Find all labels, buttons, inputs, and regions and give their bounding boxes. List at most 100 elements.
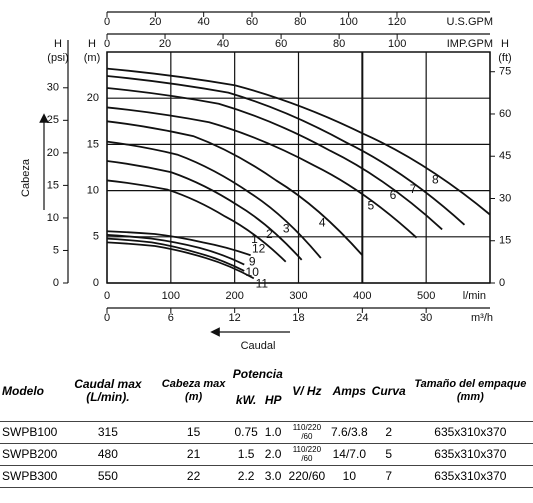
table-cell: SWPB100 [0, 421, 60, 444]
table-cell: 220/60 [284, 465, 329, 488]
header: Caudal max (L/min). [59, 362, 157, 422]
axis-unit: (psi) [47, 52, 68, 64]
table-cell: 15 [156, 421, 231, 444]
x-tick-label: 400 [353, 290, 371, 302]
table-cell: 3.0 [261, 465, 285, 488]
y-unit: H [88, 38, 96, 50]
table-cell: 110/220 /60 [284, 443, 329, 466]
pump-curve [106, 230, 251, 257]
table-cell: 550 [59, 465, 157, 488]
tick-label: 30 [499, 192, 511, 204]
tick-label: 5 [53, 244, 59, 256]
axis-unit: H [501, 38, 509, 50]
tick-label: 12 [229, 312, 241, 324]
table-cell: 5 [369, 443, 408, 466]
tick-label: 0 [499, 277, 505, 289]
pump-curve [106, 160, 303, 261]
table-cell: 2.2 [230, 465, 262, 488]
table-cell: 1.0 [261, 421, 285, 444]
tick-label: 30 [420, 312, 432, 324]
axis-unit: m³/h [471, 312, 493, 324]
table-cell: 480 [59, 443, 157, 466]
curve-label: 9 [249, 255, 256, 269]
x-unit: l/min [463, 290, 486, 302]
tick-label: 0 [104, 312, 110, 324]
table-cell: 7 [369, 465, 408, 488]
header: Curva [369, 362, 408, 422]
curve-label: 2 [266, 227, 273, 241]
axis-unit: U.S.GPM [447, 16, 493, 28]
header: Amps [328, 362, 370, 422]
tick-label: 24 [356, 312, 368, 324]
tick-label: 80 [333, 38, 345, 50]
header-row: Modelo Caudal max (L/min). Cabeza max (m… [0, 362, 533, 422]
pump-curve [106, 106, 418, 239]
curve-label: 8 [432, 172, 439, 186]
tick-label: 40 [217, 38, 229, 50]
chart: Cabeza Caudal 0 100 200 300 400 500 l/min05101… [20, 11, 512, 352]
pump-curve [106, 241, 255, 280]
curve-label: 6 [390, 188, 397, 202]
curve-label: 12 [252, 241, 266, 255]
curve-label: 1 [251, 232, 258, 246]
tick-label: 60 [275, 38, 287, 50]
table-cell: 635x310x370 [407, 443, 533, 466]
pump-curve [106, 120, 364, 256]
table-cell: 635x310x370 [407, 465, 533, 488]
y-axis-title: Cabeza [20, 158, 32, 197]
header: kW. [230, 381, 262, 422]
tick-label: 100 [339, 16, 357, 28]
tick-label: 0 [104, 38, 110, 50]
table-cell: 635x310x370 [407, 421, 533, 444]
tick-label: 60 [499, 108, 511, 120]
tick-label: 20 [47, 147, 59, 159]
tick-label: 18 [292, 312, 304, 324]
axis-unit: (ft) [498, 52, 511, 64]
table-cell: 110/220 /60 [284, 421, 329, 444]
tick-label: 0 [53, 277, 59, 289]
curve-label: 5 [368, 199, 375, 213]
y-unit: (m) [84, 52, 101, 64]
y-tick-label: 10 [87, 185, 99, 197]
curve-label: 11 [256, 277, 269, 291]
header: Potencia [232, 367, 283, 381]
tick-label: 100 [388, 38, 406, 50]
x-tick-label: 200 [225, 290, 243, 302]
header: Tamaño del empaque (mm) [407, 362, 533, 422]
curve-label: 7 [410, 182, 417, 196]
header: HP [261, 381, 285, 422]
table-cell: 7.6/3.8 [328, 421, 370, 444]
table-cell: 1.5 [230, 443, 262, 466]
tick-label: 75 [499, 66, 511, 78]
pump-curve [106, 67, 491, 216]
table-row: SWPB100 315 15 0.75 1.0 110/220 /60 7.6/3.8 2 63… [0, 421, 533, 444]
table-cell: 10 [328, 465, 370, 488]
tick-label: 120 [388, 16, 406, 28]
y-tick-label: 20 [87, 92, 99, 104]
pump-curve [106, 140, 322, 259]
spec-table: Modelo Caudal max (L/min). Cabeza max (m… [0, 362, 533, 488]
table-row: SWPB300 550 22 2.2 3.0 220/60 10 7 635x310x370 [0, 465, 533, 488]
header: V/ Hz [284, 362, 329, 422]
table-cell: SWPB300 [0, 465, 60, 488]
pump-curve [106, 237, 245, 272]
pump-curve [106, 179, 287, 263]
table-cell: 315 [59, 421, 157, 444]
tick-label: 40 [198, 16, 210, 28]
tick-label: 0 [104, 16, 110, 28]
tick-label: 15 [499, 235, 511, 247]
y-tick-label: 5 [93, 231, 99, 243]
pump-curve [106, 87, 443, 231]
tick-label: 20 [159, 38, 171, 50]
x-tick-label: 100 [162, 290, 180, 302]
tick-label: 25 [47, 114, 59, 126]
tick-label: 6 [168, 312, 174, 324]
table-row: SWPB200 480 21 1.5 2.0 110/220 /60 14/7.0 5 635x… [0, 443, 533, 466]
tick-label: 10 [47, 212, 59, 224]
x-tick-label: 300 [289, 290, 307, 302]
header: Cabeza max (m) [156, 362, 231, 422]
table-cell: 14/7.0 [328, 443, 370, 466]
tick-label: 30 [47, 82, 59, 94]
table-cell: 0.75 [230, 421, 262, 444]
